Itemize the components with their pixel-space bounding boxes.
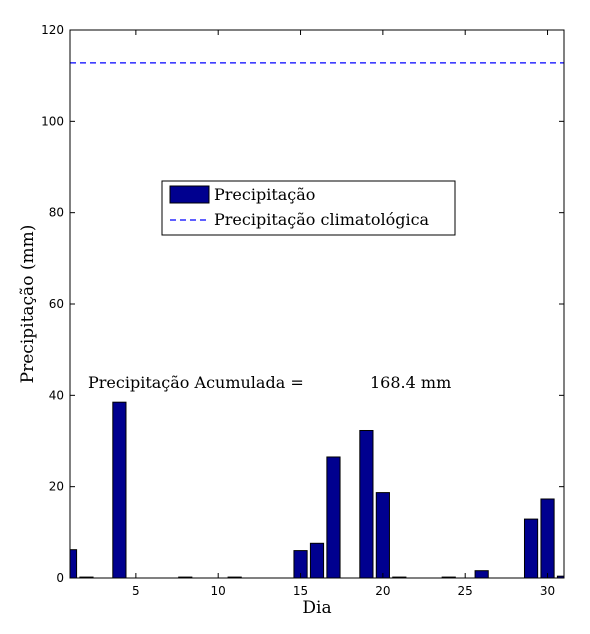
ticks-group: 5 10 15 20 25 30 0 20 40 60 80 100 120 [41,23,564,598]
x-axis-label: Dia [302,598,331,618]
y-tick-label: 60 [49,297,64,311]
legend-label-climatologica: Precipitação climatológica [214,210,430,229]
x-tick-label: 10 [211,584,226,598]
bar-day-16 [309,542,325,578]
legend-swatch-precipitacao [169,185,210,204]
bars-group [70,401,564,578]
y-tick-label: 20 [49,480,64,494]
bar-day-30 [540,498,555,578]
x-tick-label: 25 [458,584,473,598]
y-axis-label: Precipitação (mm) [18,225,38,384]
bar-day-26 [474,570,489,578]
y-tick-label: 80 [49,206,64,220]
bar-day-19 [359,429,374,578]
accumulated-label: Precipitação Acumulada = [88,373,304,392]
legend-box [161,180,456,236]
y-tick-label: 40 [49,388,64,402]
legend-label-precipitacao: Precipitação [214,185,315,204]
bar-day-17 [326,456,341,578]
x-tick-label: 20 [375,584,390,598]
legend: Precipitação Precipitação climatológica [161,180,456,236]
accumulated-value: 168.4 mm [370,373,451,392]
plot-frame [69,29,565,579]
y-tick-label: 0 [56,571,64,585]
bar-day-29 [523,518,539,578]
y-tick-label: 120 [41,23,64,37]
x-tick-label: 5 [132,584,140,598]
bar-day-20 [375,492,390,578]
bar-day-4 [112,401,127,578]
x-tick-label: 15 [293,584,308,598]
y-tick-label: 100 [41,114,64,128]
x-tick-label: 30 [540,584,555,598]
